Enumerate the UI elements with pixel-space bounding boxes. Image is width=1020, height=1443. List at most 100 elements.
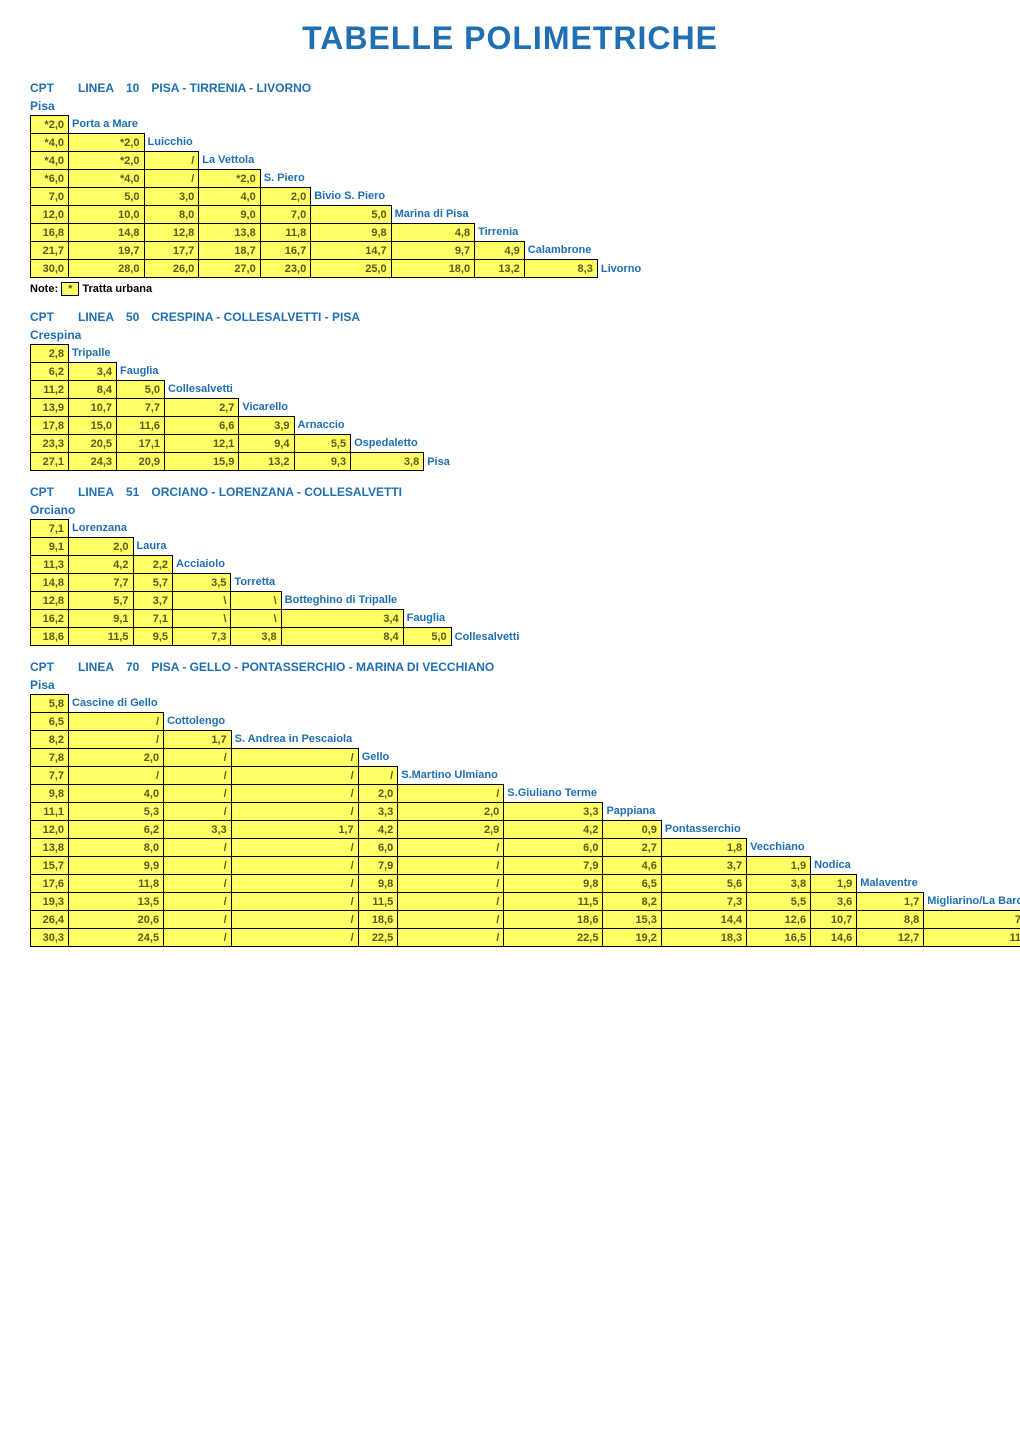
distance-cell: 9,1	[69, 610, 134, 628]
distance-cell: 5,3	[69, 803, 164, 821]
table-row: *4,0*2,0Luicchio	[31, 134, 648, 152]
distance-cell: *4,0	[31, 134, 69, 152]
stop-name: S. Piero	[260, 170, 310, 188]
distance-cell: 3,7	[133, 592, 173, 610]
table-row: 17,611,8//9,8/9,86,55,63,81,9Malaventre	[31, 875, 1020, 893]
table-row: 6,23,4Fauglia	[31, 363, 464, 381]
table-row: 8,2/1,7S. Andrea in Pescaiola	[31, 731, 1020, 749]
distance-cell: 0,9	[603, 821, 661, 839]
distance-table: 5,8Cascine di Gello6,5/Cottolengo8,2/1,7…	[30, 694, 1020, 947]
distance-cell: 3,3	[504, 803, 603, 821]
distance-cell: 5,6	[661, 875, 746, 893]
distance-cell: /	[231, 929, 358, 947]
distance-cell: 14,6	[811, 929, 857, 947]
distance-cell: /	[164, 767, 232, 785]
distance-cell: 4,0	[69, 785, 164, 803]
distance-cell: 7,1	[31, 520, 69, 538]
distance-cell: /	[164, 911, 232, 929]
line-header: CPTLINEA51ORCIANO - LORENZANA - COLLESAL…	[30, 485, 990, 499]
line-desc: CRESPINA - COLLESALVETTI - PISA	[151, 310, 360, 324]
table-row: 11,28,45,0Collesalvetti	[31, 381, 464, 399]
cpt-label: CPT	[30, 310, 54, 324]
stop-name: Collesalvetti	[165, 381, 239, 399]
distance-cell: /	[231, 857, 358, 875]
distance-cell: 17,8	[31, 417, 69, 435]
origin-label: Orciano	[30, 503, 990, 517]
distance-cell: /	[231, 785, 358, 803]
distance-cell: /	[398, 839, 504, 857]
distance-cell: 7,0	[31, 188, 69, 206]
distance-cell: 7,7	[117, 399, 165, 417]
stop-name: Gello	[358, 749, 398, 767]
distance-cell: 10,7	[811, 911, 857, 929]
stop-name: Vecchiano	[747, 839, 811, 857]
stop-name: Acciaiolo	[173, 556, 231, 574]
distance-cell: *2,0	[69, 152, 145, 170]
stop-name: Migliarino/La Barca	[924, 893, 1020, 911]
line-desc: ORCIANO - LORENZANA - COLLESALVETTI	[151, 485, 402, 499]
distance-cell: 2,2	[133, 556, 173, 574]
distance-cell: /	[144, 152, 199, 170]
distance-cell: /	[231, 839, 358, 857]
distance-table: *2,0Porta a Mare*4,0*2,0Luicchio*4,0*2,0…	[30, 115, 648, 278]
distance-cell: 17,7	[144, 242, 199, 260]
stop-name: S.Martino Ulmiano	[398, 767, 504, 785]
distance-cell: 9,8	[31, 785, 69, 803]
distance-cell: 6,0	[358, 839, 398, 857]
distance-cell: 16,2	[31, 610, 69, 628]
distance-cell: 18,7	[199, 242, 260, 260]
table-row: 12,010,08,09,07,05,0Marina di Pisa	[31, 206, 648, 224]
distance-cell: 9,1	[31, 538, 69, 556]
distance-cell: 17,6	[31, 875, 69, 893]
distance-cell: 16,7	[260, 242, 310, 260]
distance-cell: 9,3	[294, 453, 351, 471]
table-row: 19,313,5//11,5/11,58,27,35,53,61,7Miglia…	[31, 893, 1020, 911]
distance-cell: 7,9	[358, 857, 398, 875]
distance-cell: /	[398, 893, 504, 911]
distance-cell: 28,0	[69, 260, 145, 278]
distance-cell: /	[398, 857, 504, 875]
distance-cell: \	[173, 610, 231, 628]
distance-cell: 4,8	[391, 224, 474, 242]
stop-name: Porta a Mare	[69, 116, 145, 134]
distance-cell: *6,0	[31, 170, 69, 188]
table-row: 30,028,026,027,023,025,018,013,28,3Livor…	[31, 260, 648, 278]
distance-cell: 9,9	[69, 857, 164, 875]
distance-cell: 16,8	[31, 224, 69, 242]
distance-cell: 2,0	[69, 538, 134, 556]
stop-name: Fauglia	[117, 363, 165, 381]
distance-cell: /	[231, 911, 358, 929]
table-row: 17,815,011,66,63,9Arnaccio	[31, 417, 464, 435]
distance-cell: 1,9	[747, 857, 811, 875]
distance-cell: 6,0	[504, 839, 603, 857]
distance-cell: 9,5	[133, 628, 173, 646]
distance-cell: 8,2	[31, 731, 69, 749]
distance-cell: 5,0	[117, 381, 165, 399]
distance-cell: 12,6	[747, 911, 811, 929]
stop-name: Cottolengo	[164, 713, 232, 731]
distance-cell: 11,8	[69, 875, 164, 893]
distance-cell: 8,2	[603, 893, 661, 911]
table-row: 15,79,9//7,9/7,94,63,71,9Nodica	[31, 857, 1020, 875]
distance-cell: 4,2	[69, 556, 134, 574]
stop-name: Ospedaletto	[351, 435, 424, 453]
distance-cell: 25,0	[311, 260, 391, 278]
distance-cell: 20,9	[117, 453, 165, 471]
distance-cell: /	[164, 929, 232, 947]
distance-cell: /	[164, 893, 232, 911]
distance-cell: 3,8	[747, 875, 811, 893]
distance-cell: 11,3	[31, 556, 69, 574]
line-number: 10	[126, 81, 139, 95]
distance-cell: 13,2	[475, 260, 525, 278]
table-row: 16,814,812,813,811,89,84,8Tirrenia	[31, 224, 648, 242]
distance-cell: 7,8	[31, 749, 69, 767]
cpt-label: CPT	[30, 81, 54, 95]
distance-cell: 13,8	[199, 224, 260, 242]
stop-name: Malaventre	[857, 875, 924, 893]
distance-cell: 6,5	[31, 713, 69, 731]
distance-cell: 1,7	[857, 893, 924, 911]
distance-cell: 9,4	[239, 435, 294, 453]
distance-cell: 13,5	[69, 893, 164, 911]
distance-cell: /	[144, 170, 199, 188]
distance-cell: 7,3	[661, 893, 746, 911]
